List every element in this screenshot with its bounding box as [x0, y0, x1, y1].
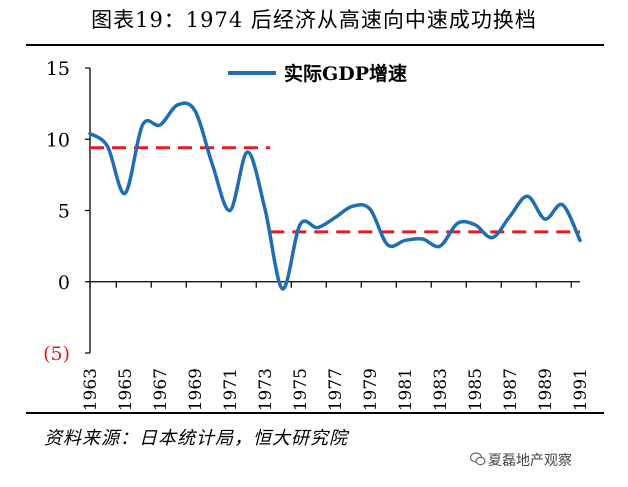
x-tick-label: 1983: [431, 368, 451, 411]
y-tick-label: 0: [58, 272, 70, 294]
wechat-icon: [470, 452, 486, 466]
x-tick-label: 1971: [221, 368, 241, 411]
x-tick-label: 1967: [151, 368, 171, 411]
x-axis: 1963 1965 1967 1969 1971 1973 1975 1977 1979 1981…: [81, 281, 591, 411]
y-tick-label: 10: [46, 129, 70, 151]
series-line-gdp-growth: [88, 101, 582, 291]
source-note: 资料来源：日本统计局，恒大研究院: [44, 428, 348, 449]
x-tick-label: 1977: [326, 368, 346, 411]
x-tick-label: 1965: [116, 368, 136, 411]
x-tick-label: 1963: [81, 368, 101, 411]
y-tick-label: (5): [43, 343, 70, 365]
average-lines: [90, 146, 580, 234]
x-tick-label: 1979: [361, 368, 381, 411]
series: [88, 101, 582, 291]
x-tick-label: 1985: [466, 368, 486, 411]
x-tick-label: 1973: [256, 368, 276, 411]
x-tick-label: 1991: [571, 368, 591, 411]
x-tick-label: 1969: [186, 368, 206, 411]
chart-title: 图表19：1974 后经济从高速向中速成功换档: [91, 8, 537, 32]
y-tick-label: 15: [46, 58, 70, 80]
x-tick-label: 1987: [501, 368, 521, 411]
bottom-rule: [26, 412, 604, 414]
top-rule: [26, 44, 604, 46]
x-tick-label: 1975: [291, 368, 311, 411]
legend-label: 实际GDP增速: [284, 62, 407, 85]
watermark: 夏磊地产观察: [488, 453, 572, 469]
y-axis: 15 10 5 0 (5): [43, 58, 91, 365]
y-tick-label: 5: [58, 201, 70, 223]
x-tick-label: 1981: [396, 368, 416, 411]
x-tick-label: 1989: [536, 368, 556, 411]
legend: 实际GDP增速: [228, 62, 407, 85]
